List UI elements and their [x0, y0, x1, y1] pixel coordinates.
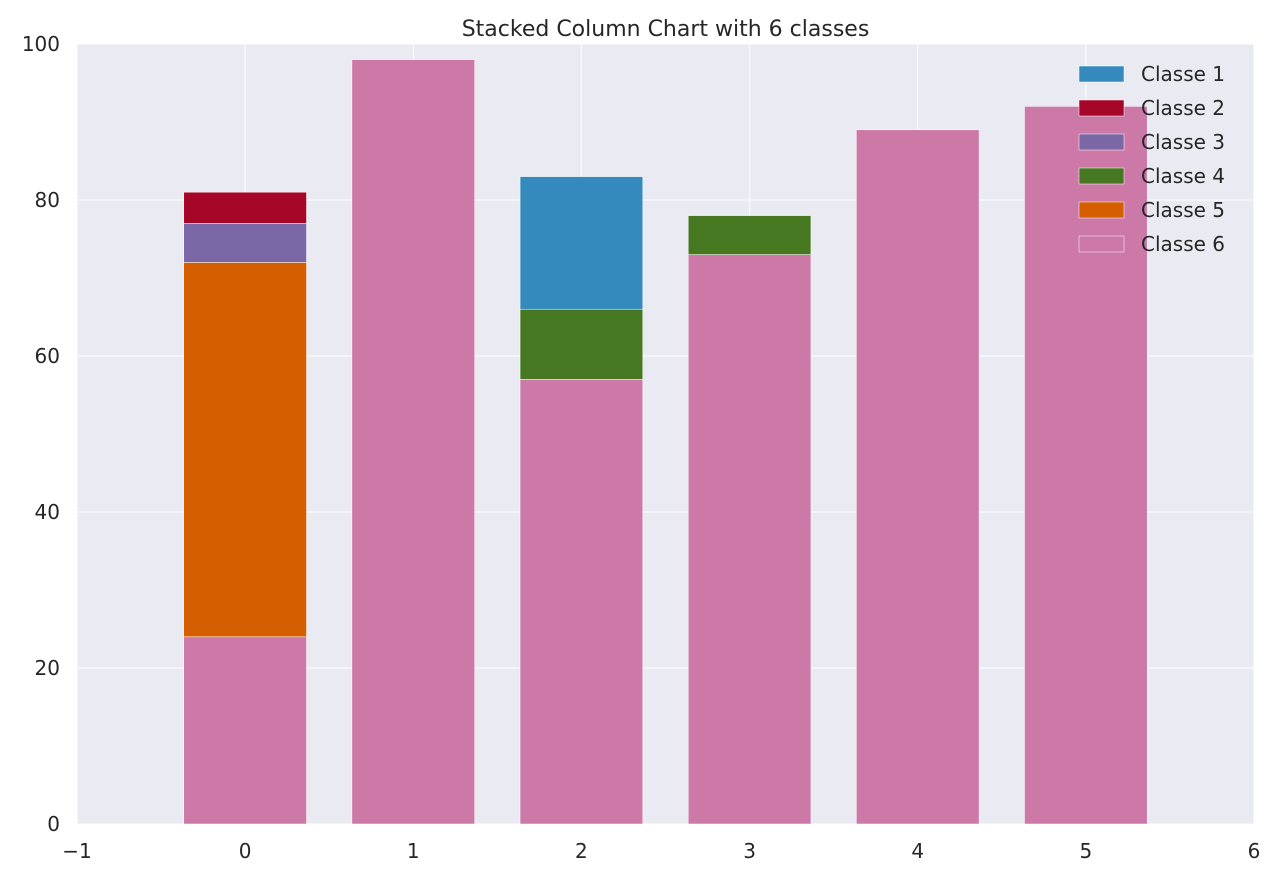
legend-label: Classe 1 [1141, 62, 1225, 86]
legend-swatch [1078, 65, 1125, 83]
bar-segment-classe-6 [1024, 106, 1148, 825]
legend-swatch [1078, 133, 1125, 151]
legend-item: Classe 4 [1078, 164, 1225, 188]
y-tick-label: 60 [35, 344, 60, 368]
bar-segment-classe-5 [183, 262, 307, 638]
x-tick-label: 6 [1248, 839, 1261, 863]
x-axis-ticks: −1 0 1 2 3 4 5 6 [62, 839, 1260, 863]
y-tick-label: 100 [22, 32, 60, 56]
legend-swatch [1078, 201, 1125, 219]
bar-segment-classe-6 [519, 379, 644, 825]
legend-label: Classe 2 [1141, 96, 1225, 120]
legend-item: Classe 2 [1078, 96, 1225, 120]
x-tick-label: 2 [575, 839, 588, 863]
bar-segment-classe-3 [183, 223, 307, 263]
y-tick-label: 80 [35, 188, 60, 212]
y-tick-label: 40 [35, 500, 60, 524]
legend-label: Classe 5 [1141, 198, 1225, 222]
legend-label: Classe 4 [1141, 164, 1225, 188]
y-axis-ticks: 0 20 40 60 80 100 [22, 32, 60, 836]
legend-item: Classe 1 [1078, 62, 1225, 86]
legend-swatch [1078, 235, 1125, 253]
legend-label: Classe 3 [1141, 130, 1225, 154]
x-tick-label: 0 [239, 839, 252, 863]
bar-segment-classe-2 [183, 191, 307, 224]
legend: Classe 1 Classe 2 Classe 3 Classe 4 Classe 5… [1078, 62, 1225, 256]
y-tick-label: 0 [47, 812, 60, 836]
legend-item: Classe 3 [1078, 130, 1225, 154]
bar-segment-classe-6 [183, 636, 307, 825]
x-tick-label: 4 [911, 839, 924, 863]
legend-swatch [1078, 99, 1125, 117]
legend-swatch [1078, 167, 1125, 185]
bars [183, 59, 1148, 825]
x-tick-label: 1 [407, 839, 420, 863]
x-tick-label: −1 [62, 839, 91, 863]
chart-title: Stacked Column Chart with 6 classes [462, 17, 870, 42]
legend-label: Classe 6 [1141, 232, 1225, 256]
y-tick-label: 20 [35, 656, 60, 680]
bar-segment-classe-6 [856, 129, 980, 825]
bar-segment-classe-6 [687, 254, 812, 825]
bar-segment-classe-1 [519, 176, 644, 310]
bar-segment-classe-6 [351, 59, 475, 825]
legend-item: Classe 6 [1078, 232, 1225, 256]
legend-item: Classe 5 [1078, 198, 1225, 222]
bar-segment-classe-4 [687, 215, 812, 255]
x-tick-label: 3 [743, 839, 756, 863]
x-tick-label: 5 [1079, 839, 1092, 863]
bar-segment-classe-4 [519, 308, 644, 380]
